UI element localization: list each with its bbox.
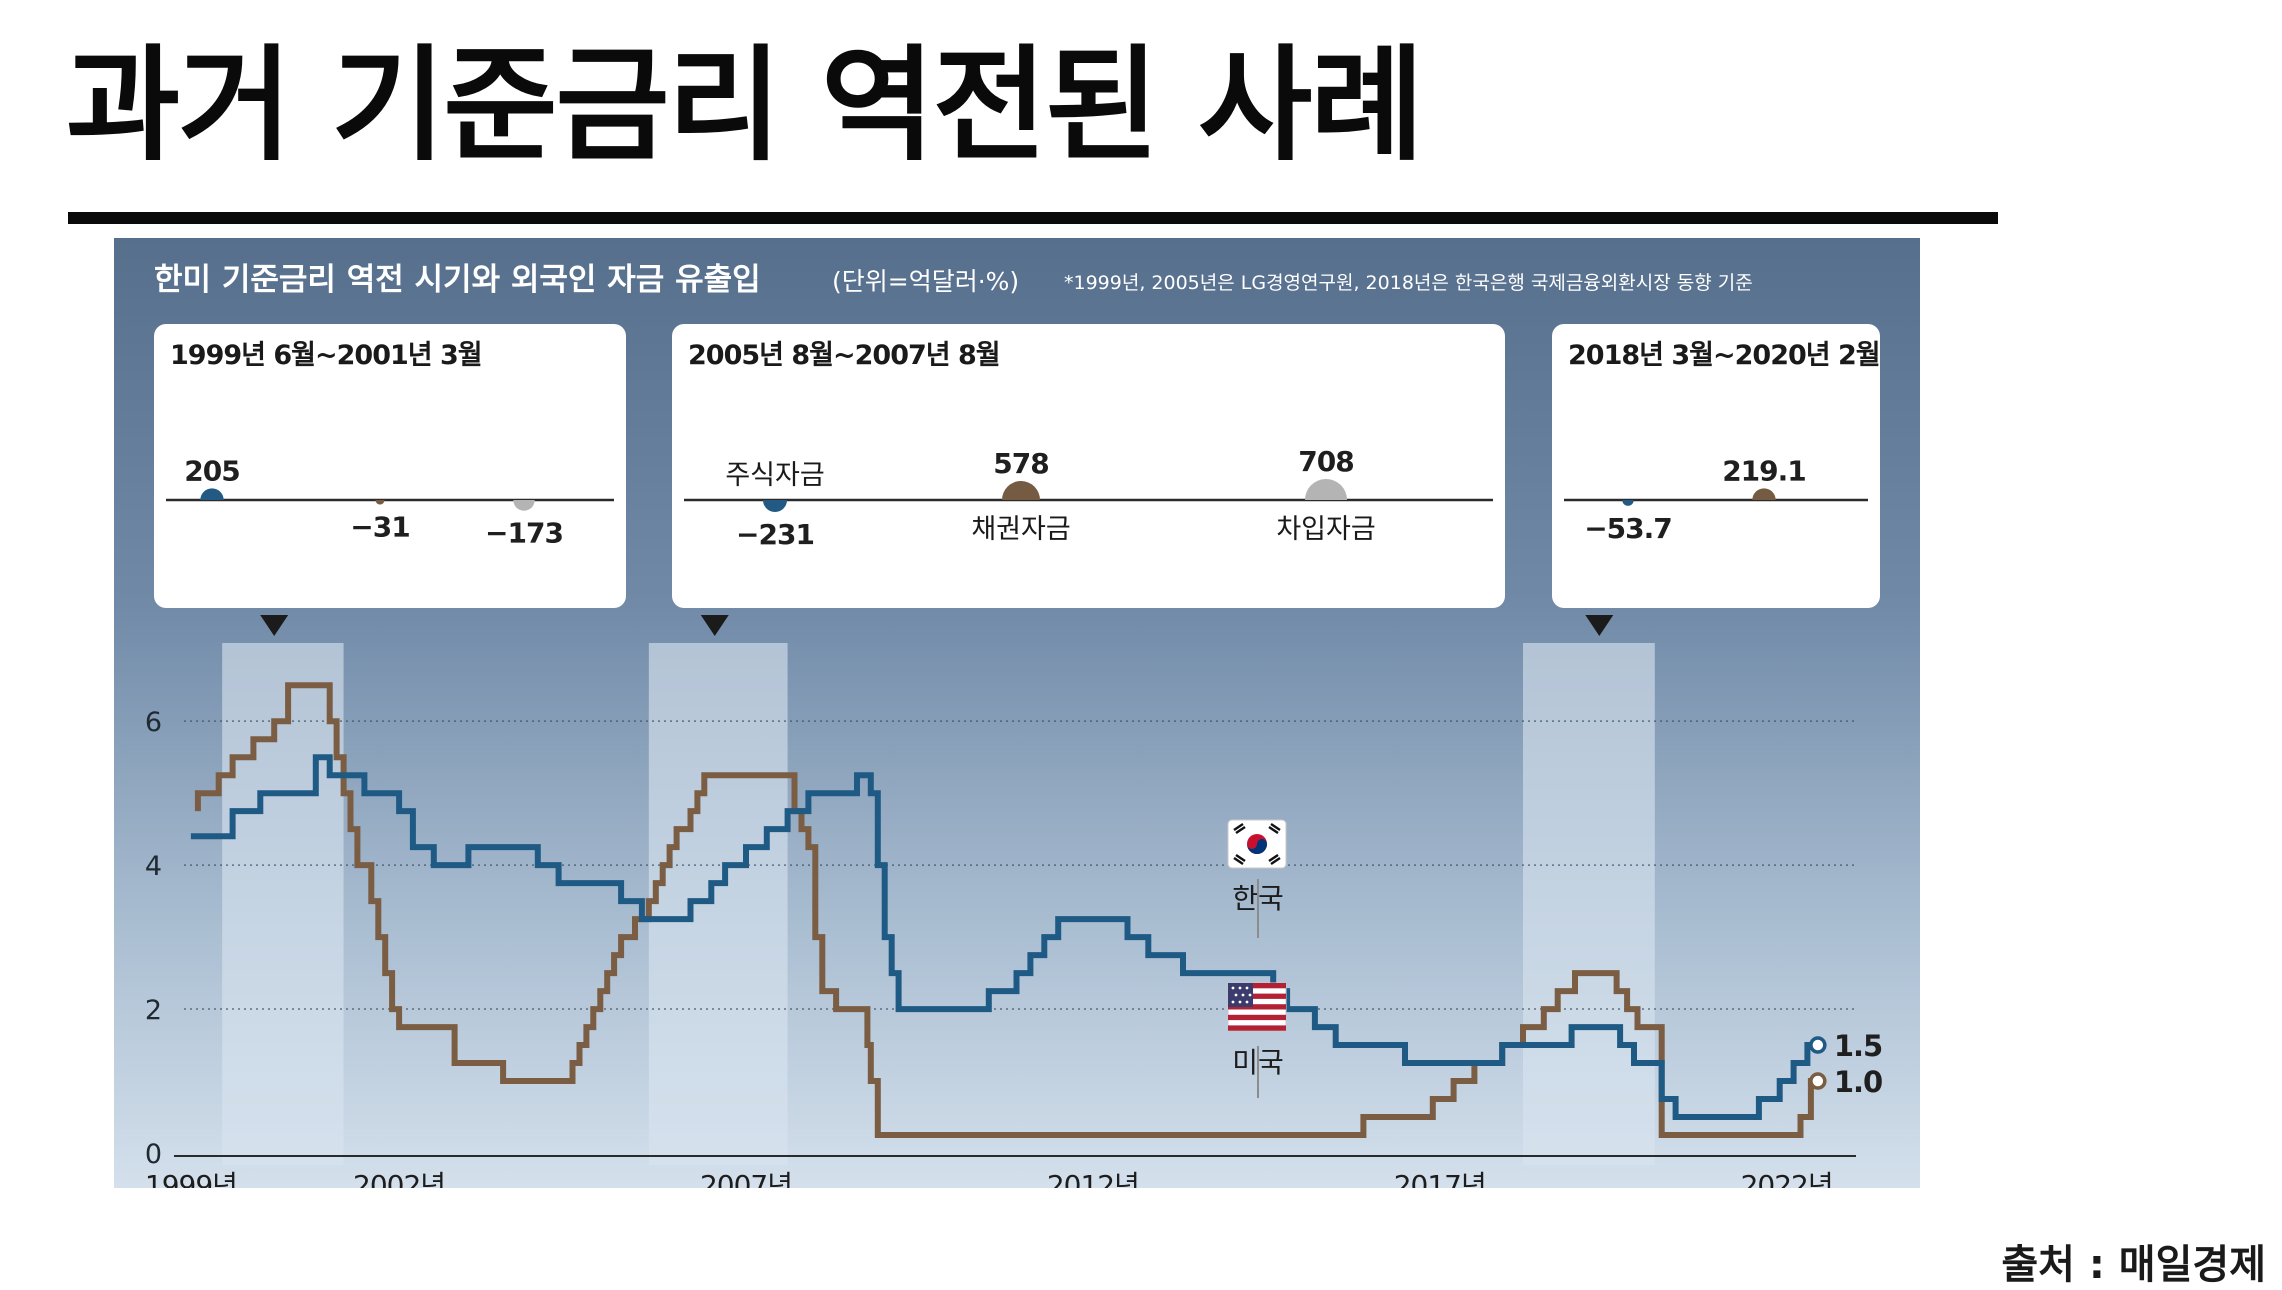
period-pointers — [260, 615, 1614, 636]
flow-value-0-1: −31 — [350, 511, 409, 544]
series-end-marker-korea — [1809, 1036, 1827, 1054]
y-tick-0: 0 — [145, 1139, 162, 1170]
flow-value-2-0: −53.7 — [1584, 512, 1672, 545]
x-tick-5: 2022년 — [1741, 1169, 1833, 1188]
series-line-usa — [194, 682, 1818, 1138]
rate-chart: 한미 기준금리 역전 시기와 외국인 자금 유출입 (단위=억달러·%) *19… — [145, 262, 1883, 1188]
chart-unit-note: (단위=억달러·%) — [832, 267, 1019, 296]
chart-footnote: *1999년, 2005년은 LG경영연구원, 2018년은 한국은행 국제금융… — [1064, 272, 1753, 294]
flow-value-2-1: 219.1 — [1722, 454, 1806, 487]
flow-bar-1-2 — [1304, 478, 1348, 500]
series-line-korea — [190, 754, 1818, 1120]
flow-card-title-2: 2018년 3월~2020년 2월 — [1568, 340, 1880, 371]
flow-bar-2-1 — [1752, 488, 1776, 500]
usa-label: 미국 — [1232, 1046, 1284, 1079]
series-end-marker-usa — [1809, 1072, 1827, 1090]
flow-category-stock: 주식자금 — [725, 460, 824, 491]
usa-flag-icon — [1227, 982, 1287, 1032]
flow-card-2: 2018년 3월~2020년 2월 −53.7 219.1 — [1552, 324, 1881, 608]
chart-title: 한미 기준금리 역전 시기와 외국인 자금 유출입 — [154, 262, 761, 298]
x-tick-4: 2017년 — [1394, 1169, 1486, 1188]
flow-value-1-1: 578 — [993, 447, 1048, 480]
series-end-label-korea: 1.5 — [1834, 1029, 1882, 1063]
flow-value-1-2: 708 — [1298, 445, 1353, 478]
flow-card-bg-2 — [1552, 324, 1880, 608]
flow-bar-2-0 — [1622, 500, 1634, 506]
y-axis: 0 2 4 6 — [145, 707, 162, 1170]
x-tick-0: 1999년 — [145, 1169, 237, 1188]
chart-panel: 한미 기준금리 역전 시기와 외국인 자금 유출입 (단위=억달러·%) *19… — [114, 238, 1920, 1188]
flow-cards: 1999년 6월~2001년 3월 205 −31 −173 2005년 8월~2007… — [154, 324, 1881, 608]
flow-bar-0-0 — [200, 488, 224, 500]
slide-title: 과거 기준금리 역전된 사례 — [66, 34, 1424, 178]
inversion-band-2 — [1522, 643, 1655, 1165]
rate-lines: 1.01.5 — [190, 682, 1883, 1138]
y-tick-3: 6 — [145, 707, 162, 738]
flow-card-title-1: 2005년 8월~2007년 8월 — [688, 340, 1000, 371]
x-tick-3: 2012년 — [1047, 1169, 1139, 1188]
title-divider — [68, 212, 1998, 224]
flow-value-0-0: 205 — [184, 454, 239, 487]
y-tick-1: 2 — [145, 995, 162, 1026]
flow-card-bg-0 — [154, 324, 626, 608]
y-tick-2: 4 — [145, 851, 162, 882]
period-pointer-1 — [700, 615, 729, 636]
flow-bar-0-2 — [513, 500, 535, 511]
source-credit: 출처 : 매일경제 — [2001, 1242, 2266, 1288]
usa-annotation: 미국 — [1227, 982, 1287, 1098]
flow-category-loan: 차입자금 — [1276, 514, 1375, 545]
flow-bar-1-1 — [1001, 480, 1041, 500]
flow-value-0-2: −173 — [485, 517, 563, 550]
korea-annotation: 한국 — [1227, 819, 1287, 938]
period-pointer-2 — [1585, 615, 1614, 636]
flow-category-bond: 채권자금 — [971, 514, 1070, 545]
inversion-bands — [222, 643, 1655, 1165]
flow-bar-1-0 — [762, 500, 788, 513]
korea-label: 한국 — [1232, 882, 1284, 915]
korea-flag-icon — [1227, 819, 1287, 869]
period-pointer-0 — [260, 615, 289, 636]
x-tick-1: 2002년 — [353, 1169, 445, 1188]
series-end-label-usa: 1.0 — [1834, 1065, 1882, 1099]
grid-lines — [184, 720, 1856, 1010]
inversion-band-0 — [222, 643, 344, 1165]
inversion-band-1 — [648, 643, 788, 1165]
flow-card-title-0: 1999년 6월~2001년 3월 — [170, 340, 482, 371]
flow-card-0: 1999년 6월~2001년 3월 205 −31 −173 — [154, 324, 626, 608]
flow-value-1-0: −231 — [736, 518, 814, 551]
flow-card-bg-1 — [672, 324, 1505, 608]
x-tick-2: 2007년 — [700, 1169, 792, 1188]
flow-bar-0-1 — [375, 500, 385, 505]
x-axis: 1999년 2002년 2007년 2012년 2017년 2022년 — [145, 1155, 1856, 1188]
